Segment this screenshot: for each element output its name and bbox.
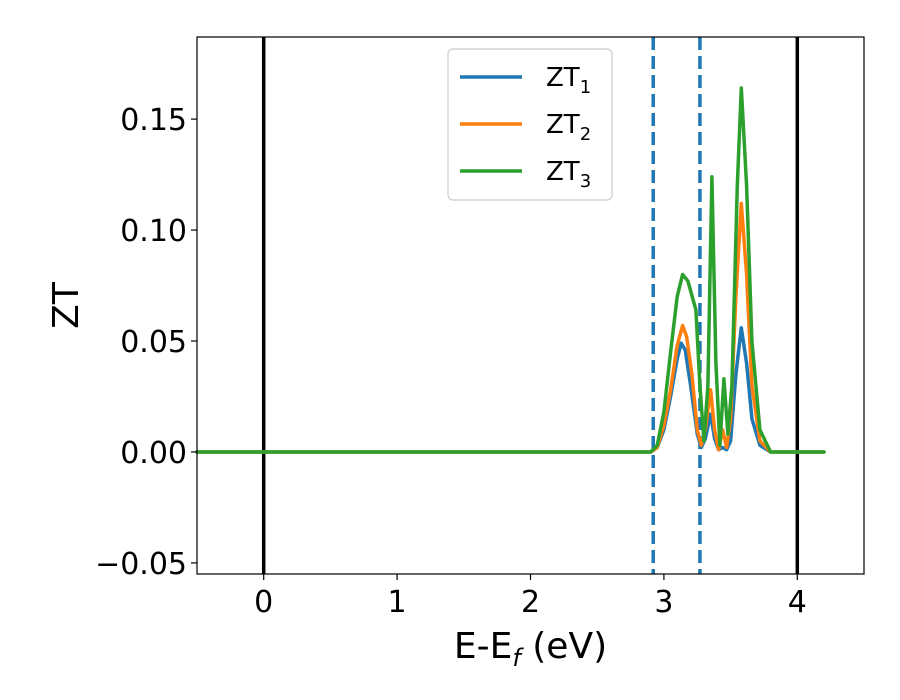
- y-tick-label-4: 0.15: [120, 103, 187, 138]
- series-line-2: [195, 201, 826, 454]
- y-tick-label-3: 0.10: [120, 214, 187, 249]
- legend-box: [447, 48, 613, 201]
- y-axis-label: ZT: [46, 281, 87, 329]
- x-tick-label-2: 2: [521, 585, 540, 620]
- y-tick-label-2: 0.05: [120, 325, 187, 360]
- x-axis-label-unit: (eV): [521, 626, 607, 667]
- x-tick-label-1: 1: [388, 585, 407, 620]
- legend-label-1: ZT1: [546, 63, 591, 98]
- plot-lines: [195, 37, 826, 574]
- legend: ZT1 ZT2 ZT3: [447, 48, 613, 201]
- x-tick-label-4: 4: [788, 585, 807, 620]
- x-tick-label-0: 0: [254, 585, 273, 620]
- y-tick-label-1: 0.00: [120, 436, 187, 471]
- axis-ticks: 0 1 2 3 4 −0.05 0.00 0.05 0.10 0.15: [95, 103, 807, 620]
- y-tick-label-0: −0.05: [95, 547, 187, 582]
- series-line-3: [195, 86, 826, 454]
- x-axis-label-main: E-E: [454, 626, 512, 667]
- x-tick-label-3: 3: [654, 585, 673, 620]
- legend-label-2: ZT2: [546, 110, 591, 145]
- legend-label-3: ZT3: [546, 157, 591, 192]
- x-axis-label: E-Ef (eV): [454, 626, 607, 672]
